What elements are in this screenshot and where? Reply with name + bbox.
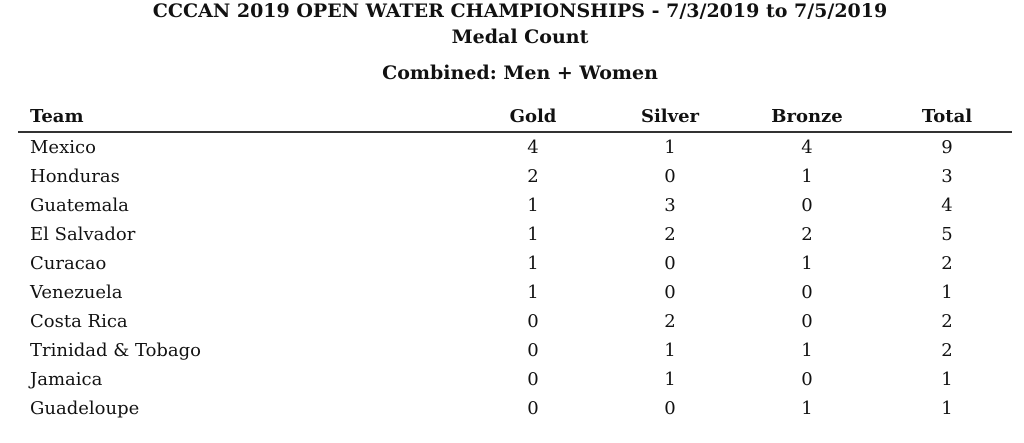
column-header: Team — [18, 104, 458, 133]
team-name: Trinidad & Tobago — [30, 340, 202, 361]
medal-count: 2 — [664, 224, 676, 245]
column-header: Bronze — [732, 104, 882, 133]
medal-count: 1 — [664, 369, 676, 390]
row: El Salvador 1 2 2 5 — [18, 220, 1012, 249]
medal-count: 0 — [527, 340, 539, 361]
team-name: Venezuela — [30, 282, 123, 303]
medal-count: 1 — [527, 195, 539, 216]
row: Guatemala 1 3 0 4 — [18, 191, 1012, 220]
medal-count: 5 — [941, 224, 953, 245]
medal-count: 0 — [664, 398, 676, 419]
medal-count: 2 — [941, 340, 953, 361]
medal-count: 1 — [801, 340, 813, 361]
row: Costa Rica 0 2 0 2 — [18, 307, 1012, 336]
section: Combined: Men + Women — [382, 62, 658, 84]
title: CCCAN 2019 OPEN WATER CHAMPIONSHIPS - 7/… — [152, 0, 888, 22]
medal-count: 0 — [527, 398, 539, 419]
medal-count: 9 — [941, 137, 953, 158]
medal-count: 1 — [664, 340, 676, 361]
medal-count: 1 — [801, 166, 813, 187]
team-name: Jamaica — [30, 369, 103, 390]
medal-count: 0 — [664, 166, 676, 187]
team-name: El Salvador — [30, 224, 136, 245]
medal-count: 4 — [941, 195, 953, 216]
medal-count: 1 — [941, 369, 953, 390]
medal-count: 2 — [527, 166, 539, 187]
medal-count: 1 — [941, 282, 953, 303]
team-name: Curacao — [30, 253, 107, 274]
medal-count: 1 — [527, 282, 539, 303]
medal-count: 0 — [664, 282, 676, 303]
team-name: Mexico — [30, 137, 96, 158]
medal-count: 0 — [801, 282, 813, 303]
row: Curacao 1 0 1 2 — [18, 249, 1012, 278]
medal-count: 1 — [801, 253, 813, 274]
medal-table: Team Gold Silver Bronze Total Mexico 4 1 4 9 Hond… — [18, 104, 1012, 423]
row: Guadeloupe 0 0 1 1 — [18, 394, 1012, 423]
medal-count: 1 — [527, 253, 539, 274]
subtitle: Medal Count — [451, 26, 589, 48]
medal-count: 2 — [941, 311, 953, 332]
column-header: Total — [882, 104, 1012, 133]
medal-count: 1 — [527, 224, 539, 245]
medal-count: 0 — [801, 195, 813, 216]
medal-count: 2 — [801, 224, 813, 245]
team-name: Honduras — [30, 166, 120, 187]
medal-count: 4 — [527, 137, 539, 158]
row: Jamaica 0 1 0 1 — [18, 365, 1012, 394]
medal-count: 3 — [664, 195, 676, 216]
medal-count: 3 — [941, 166, 953, 187]
medal-count: 1 — [664, 137, 676, 158]
team-name: Guadeloupe — [30, 398, 140, 419]
medal-count: 1 — [801, 398, 813, 419]
row: Venezuela 1 0 0 1 — [18, 278, 1012, 307]
column-header: Gold — [458, 104, 608, 133]
medal-count: 0 — [527, 369, 539, 390]
team-name: Guatemala — [30, 195, 129, 216]
medal-count: 0 — [664, 253, 676, 274]
table-body: Mexico 4 1 4 9 Honduras 2 0 1 3 Guatemala 1 3 0 4 El Sa… — [18, 132, 1012, 423]
medal-count: 4 — [801, 137, 813, 158]
medal-count: 0 — [801, 311, 813, 332]
medal-count: 2 — [941, 253, 953, 274]
medal-count: 0 — [527, 311, 539, 332]
row: Honduras 2 0 1 3 — [18, 162, 1012, 191]
team-name: Costa Rica — [30, 311, 128, 332]
column-header: Silver — [608, 104, 732, 133]
row: Trinidad & Tobago 0 1 1 2 — [18, 336, 1012, 365]
header-row: Team Gold Silver Bronze Total — [18, 104, 1012, 133]
medal-count: 1 — [941, 398, 953, 419]
medal-count: 2 — [664, 311, 676, 332]
medal-count: 0 — [801, 369, 813, 390]
row: Mexico 4 1 4 9 — [18, 132, 1012, 162]
